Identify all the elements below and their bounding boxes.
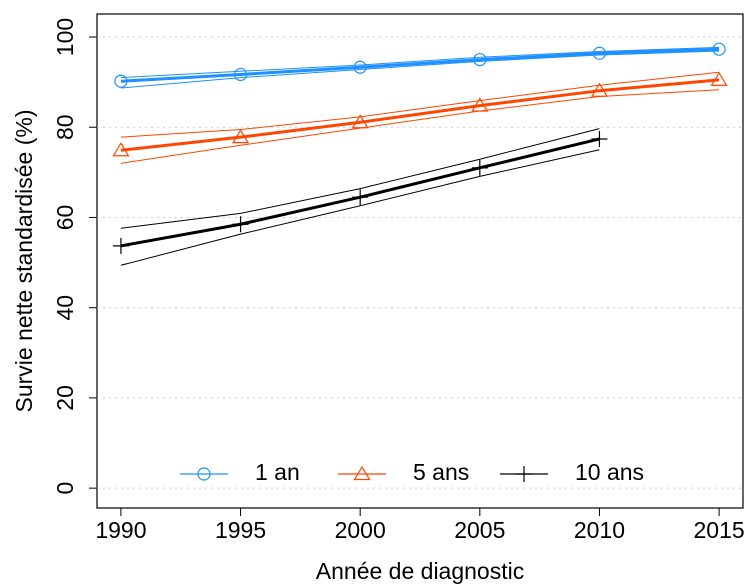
marker [353, 60, 367, 74]
legend-label: 10 ans [575, 459, 644, 485]
legend-label: 5 ans [413, 459, 469, 485]
confidence-line [120, 46, 720, 79]
y-tick-label: 80 [52, 114, 78, 140]
x-axis-label: Année de diagnostic [316, 558, 524, 584]
x-tick-label: 1995 [215, 517, 266, 543]
marker [197, 467, 211, 481]
marker [471, 97, 489, 112]
marker [112, 142, 130, 157]
confidence-line [120, 89, 720, 164]
x-tick-label: 2010 [574, 517, 625, 543]
x-tick-label: 2000 [335, 517, 386, 543]
confidence-line [120, 71, 720, 138]
x-tick-label: 2015 [693, 517, 744, 543]
y-axis-label: Survie nette standardisée (%) [11, 110, 37, 413]
plot-frame [96, 13, 744, 509]
marker [352, 189, 369, 206]
marker [114, 74, 128, 88]
y-tick-label: 0 [52, 482, 78, 495]
marker [231, 128, 250, 144]
marker [592, 46, 607, 60]
series-line [120, 47, 720, 83]
series-line [120, 78, 720, 152]
confidence-line [120, 128, 600, 229]
marker [473, 52, 487, 67]
x-tick-label: 2005 [454, 517, 505, 543]
y-tick-label: 20 [52, 385, 78, 411]
marker [710, 71, 728, 86]
marker [232, 216, 249, 233]
y-tick-label: 100 [52, 18, 78, 56]
marker [351, 114, 369, 129]
y-tick-label: 60 [52, 205, 78, 231]
legend-label: 1 an [255, 459, 300, 485]
y-tick-label: 40 [52, 295, 78, 321]
marker [591, 130, 608, 147]
confidence-line [120, 149, 600, 266]
marker [233, 67, 248, 82]
confidence-line [120, 50, 720, 89]
x-tick-label: 1990 [95, 517, 146, 543]
marker [712, 42, 726, 56]
marker [112, 237, 129, 254]
marker [590, 82, 609, 97]
marker [516, 466, 532, 482]
marker [353, 465, 371, 481]
marker [471, 159, 488, 176]
